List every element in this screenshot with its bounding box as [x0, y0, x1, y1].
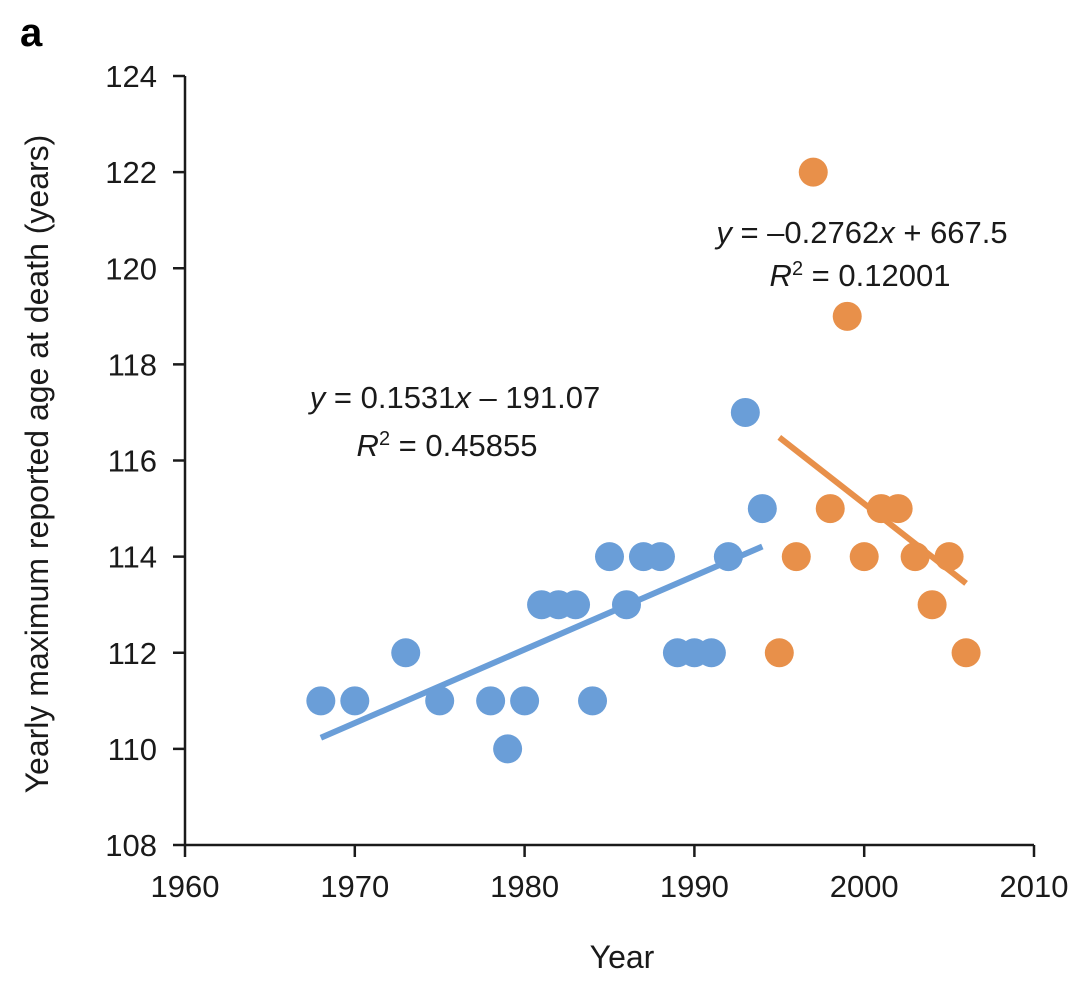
series-1-eq-y: y [308, 380, 328, 415]
series-1-point [476, 686, 506, 716]
series-1-point [425, 686, 455, 716]
series-2-point [900, 542, 930, 572]
series-1-point [611, 590, 641, 620]
series-1-r2-sup: 2 [379, 428, 390, 450]
series-1-point [595, 542, 624, 572]
y-axis-ticks: 108 110 112 114 116 118 120 122 124 [105, 59, 185, 863]
series-2-r2-sup: 2 [792, 258, 803, 280]
y-tick-label: 118 [108, 347, 157, 382]
series-2-point [832, 301, 862, 331]
series-2-equation: y = –0.2762x + 667.5 [714, 215, 1007, 250]
x-tick-label: 1980 [490, 869, 559, 904]
x-tick-label: 1960 [151, 869, 220, 904]
y-axis-title: Yearly maximum reported age at death (ye… [19, 135, 55, 794]
series-2-point [781, 542, 811, 572]
series-1-trendline [319, 543, 764, 741]
x-axis-title: Year [590, 939, 655, 975]
y-tick-label: 116 [108, 444, 157, 479]
series-2-point [934, 542, 964, 572]
y-tick-label: 114 [108, 540, 157, 575]
series-1-eq-x: x [453, 380, 472, 415]
y-tick-label: 122 [105, 155, 157, 190]
series-1-eq-coef: = 0.1531 [325, 380, 455, 415]
series-1-equation: y = 0.1531x – 191.07 [308, 380, 600, 415]
x-tick-label: 2000 [830, 869, 899, 904]
series-1-point [747, 494, 777, 524]
x-tick-label: 2010 [1000, 869, 1069, 904]
x-tick-label: 1990 [660, 869, 729, 904]
y-tick-label: 108 [105, 828, 157, 863]
series-2-point [951, 638, 981, 668]
series-2-point [883, 494, 913, 524]
series-1-point [340, 686, 370, 716]
y-tick-label: 124 [105, 59, 157, 94]
series-2-r2-rest: = 0.12001 [803, 258, 950, 293]
series-2-r2-r: R [770, 258, 792, 293]
series-1-point [391, 638, 421, 668]
data-points [306, 157, 981, 764]
series-2-point [849, 542, 879, 572]
series-2-eq-x: x [877, 215, 896, 250]
series-2-point [798, 157, 828, 187]
panel-label: a [20, 11, 43, 55]
series-2-eq-coef: = –0.2762 [732, 215, 879, 250]
series-1-point [645, 542, 675, 572]
series-1-point [730, 397, 760, 427]
series-1-point [510, 686, 540, 716]
series-1-point [306, 686, 336, 716]
series-1-point [493, 734, 523, 764]
trendlines [319, 435, 968, 741]
series-2-point [917, 590, 947, 620]
series-1-eq-rest: – 191.07 [471, 380, 600, 415]
series-2-r2: R2 = 0.12001 [770, 258, 951, 293]
x-axis-ticks: 1960 1970 1980 1990 2000 2010 [151, 845, 1069, 904]
y-tick-label: 112 [108, 636, 157, 671]
series-2-eq-rest: + 667.5 [895, 215, 1008, 250]
series-1-point [578, 686, 608, 716]
x-tick-label: 1970 [320, 869, 389, 904]
series-1-r2-r: R [357, 428, 379, 463]
series-1-r2: R2 = 0.45855 [357, 428, 538, 463]
series-1-point [696, 638, 726, 668]
series-2-eq-y: y [714, 215, 734, 250]
y-tick-label: 110 [108, 732, 157, 767]
series-1-point [561, 590, 591, 620]
series-2-point [815, 494, 845, 524]
series-2-point [764, 638, 794, 668]
y-tick-label: 120 [105, 251, 157, 286]
series-1-point [713, 542, 743, 572]
series-1-r2-rest: = 0.45855 [390, 428, 537, 463]
